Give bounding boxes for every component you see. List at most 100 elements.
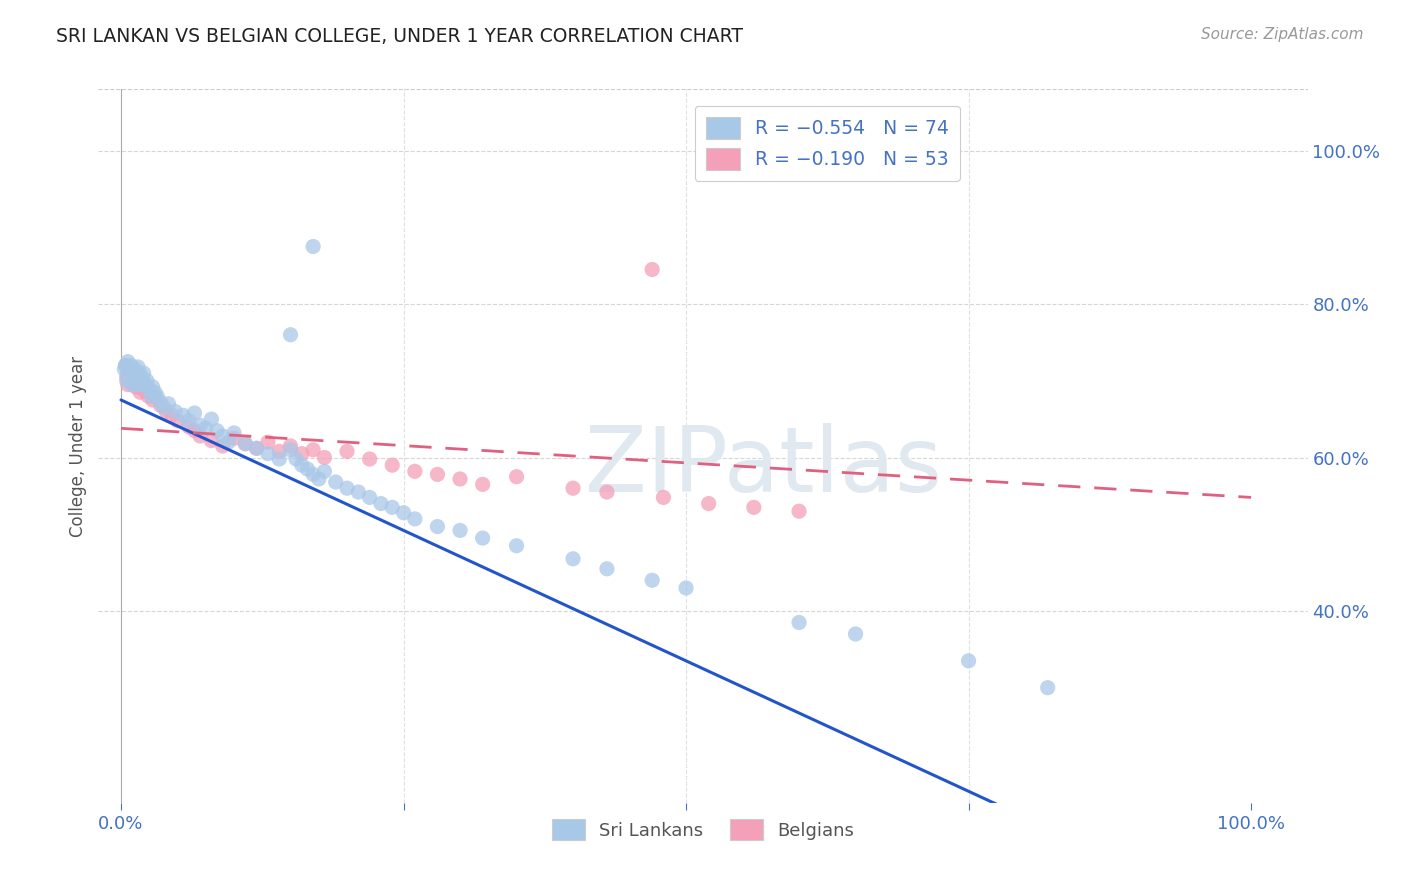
Point	[135, 380, 157, 394]
Point	[347, 485, 370, 500]
Point	[121, 365, 143, 379]
Point	[120, 368, 142, 382]
Point	[426, 467, 449, 482]
Point	[200, 434, 222, 448]
Point	[449, 472, 471, 486]
Point	[127, 370, 149, 384]
Point	[120, 362, 142, 376]
Point	[114, 359, 136, 373]
Point	[143, 389, 166, 403]
Point	[222, 425, 245, 440]
Point	[138, 383, 160, 397]
Point	[120, 359, 142, 373]
Point	[641, 574, 664, 588]
Point	[149, 395, 172, 409]
Point	[246, 442, 269, 456]
Point	[124, 374, 146, 388]
Point	[143, 385, 166, 400]
Point	[562, 481, 585, 495]
Point	[359, 452, 381, 467]
Point	[336, 444, 359, 458]
Point	[845, 627, 868, 641]
Point	[112, 362, 135, 376]
Point	[280, 327, 302, 342]
Point	[118, 359, 141, 374]
Point	[188, 418, 211, 433]
Point	[222, 431, 245, 445]
Point	[172, 409, 194, 423]
Point	[118, 362, 141, 376]
Point	[117, 377, 139, 392]
Point	[449, 524, 471, 538]
Text: Source: ZipAtlas.com: Source: ZipAtlas.com	[1201, 27, 1364, 42]
Point	[505, 539, 527, 553]
Point	[160, 409, 183, 423]
Point	[142, 392, 165, 407]
Point	[336, 481, 359, 495]
Point	[115, 374, 138, 388]
Point	[120, 370, 142, 384]
Point	[127, 359, 149, 374]
Point	[157, 397, 180, 411]
Point	[117, 354, 139, 368]
Point	[129, 385, 152, 400]
Point	[153, 401, 176, 415]
Point	[359, 491, 381, 505]
Point	[314, 464, 336, 478]
Point	[302, 442, 325, 457]
Point	[404, 512, 426, 526]
Point	[381, 500, 404, 515]
Point	[246, 442, 269, 456]
Point	[200, 412, 222, 426]
Point	[641, 262, 664, 277]
Point	[652, 491, 675, 505]
Point	[132, 383, 155, 397]
Point	[787, 615, 810, 630]
Point	[297, 462, 319, 476]
Point	[505, 469, 527, 483]
Point	[205, 424, 228, 438]
Point	[177, 419, 200, 434]
Text: ZIPatlas: ZIPatlas	[585, 424, 942, 511]
Point	[257, 447, 280, 461]
Point	[314, 450, 336, 465]
Point	[124, 362, 146, 376]
Point	[381, 458, 404, 473]
Point	[120, 376, 142, 390]
Point	[280, 439, 302, 453]
Point	[404, 464, 426, 478]
Point	[269, 452, 291, 467]
Point	[146, 389, 169, 403]
Point	[114, 359, 136, 373]
Point	[125, 365, 148, 379]
Point	[131, 377, 153, 392]
Point	[233, 436, 256, 450]
Point	[302, 467, 325, 482]
Point	[787, 504, 810, 518]
Point	[115, 370, 138, 384]
Point	[471, 477, 494, 491]
Point	[957, 654, 980, 668]
Point	[233, 436, 256, 450]
Point	[308, 472, 330, 486]
Point	[183, 406, 205, 420]
Legend: Sri Lankans, Belgians: Sri Lankans, Belgians	[544, 812, 862, 847]
Point	[128, 377, 150, 392]
Point	[124, 374, 146, 388]
Point	[675, 581, 697, 595]
Point	[211, 439, 233, 453]
Point	[125, 377, 148, 392]
Point	[392, 506, 415, 520]
Point	[183, 424, 205, 438]
Point	[370, 497, 392, 511]
Point	[742, 500, 765, 515]
Point	[129, 368, 152, 382]
Point	[165, 404, 187, 418]
Point	[426, 519, 449, 533]
Point	[131, 376, 153, 390]
Point	[122, 368, 145, 382]
Point	[596, 485, 619, 500]
Point	[562, 551, 585, 566]
Point	[188, 429, 211, 443]
Y-axis label: College, Under 1 year: College, Under 1 year	[69, 355, 87, 537]
